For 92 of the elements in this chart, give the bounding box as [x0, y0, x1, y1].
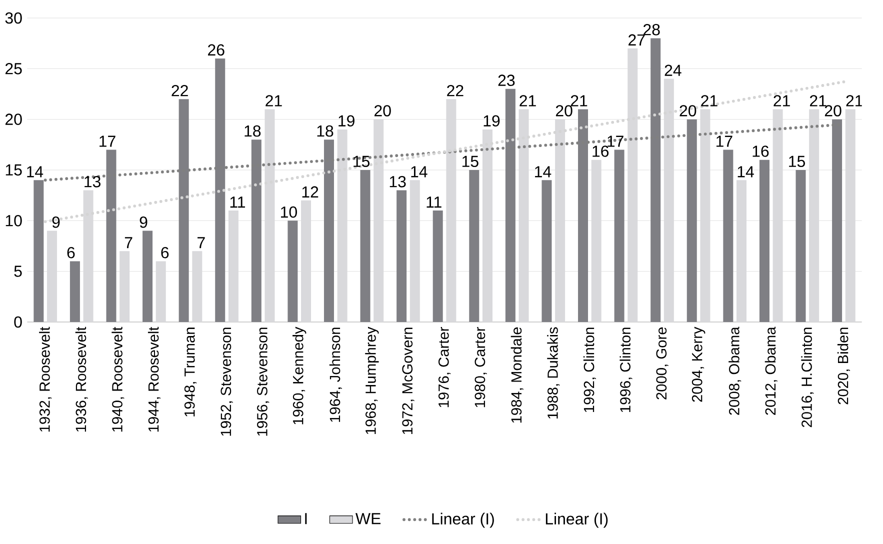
x-tick-label: 1952, Stevenson [220, 328, 233, 436]
x-tick-label: 1964, Johnson [329, 328, 342, 422]
data-label: 11 [230, 196, 245, 208]
data-label: 21 [846, 95, 862, 106]
data-label: 9 [52, 216, 60, 228]
data-label: 10 [281, 206, 297, 218]
x-tick-label: 1960, Kennedy [292, 326, 306, 424]
data-label: 16 [752, 146, 769, 157]
data-label: 9 [140, 216, 148, 228]
bar [542, 180, 552, 322]
data-label: 14 [535, 166, 552, 178]
x-tick-label: 2008, Obama [728, 326, 742, 415]
x-tick-label: 2000, Gore [656, 327, 668, 400]
data-label: 20 [680, 105, 696, 116]
data-label: 21 [266, 95, 282, 106]
data-label: 7 [124, 237, 132, 248]
data-label: 22 [447, 84, 464, 96]
data-label: 24 [664, 64, 682, 76]
x-tick-label: 2020, Biden [837, 328, 850, 404]
legend-label: WE [355, 513, 381, 524]
data-label: 6 [161, 246, 169, 258]
x-tick-label: 1936, Roosevelt [75, 326, 88, 432]
data-label: 7 [198, 237, 205, 248]
x-tick-label: 1948, Truman [184, 328, 197, 416]
x-tick-label: 1944, Roosevelt [148, 326, 160, 432]
x-tick-label: 1956, Stevenson [257, 328, 270, 436]
x-tick-label: 1992, Clinton [583, 328, 596, 412]
data-label: 19 [338, 115, 354, 127]
data-label: 19 [484, 115, 500, 127]
x-tick-label: 2012, Obama [764, 326, 778, 415]
data-label: 13 [390, 176, 406, 188]
bar [469, 170, 480, 322]
data-label: 13 [84, 176, 100, 188]
x-tick-label: 1968, Humphrey [365, 326, 379, 434]
data-label: 20 [824, 105, 842, 116]
y-tick-label: 25 [5, 63, 22, 74]
y-tick-label: 20 [5, 114, 22, 125]
y-tick-label: 15 [6, 164, 22, 176]
x-tick-label: 1980, Carter [474, 326, 487, 408]
x-tick-label: 1976, Carter [438, 326, 451, 408]
data-label: 15 [462, 156, 478, 168]
data-label: 20 [556, 105, 572, 116]
y-tick-label: 0 [14, 316, 22, 328]
y-tick-label: 10 [6, 215, 22, 226]
data-label: 21 [570, 95, 588, 106]
x-tick-label: 1984, Mondale [510, 327, 524, 423]
data-label: 21 [810, 95, 826, 106]
data-label: 28 [643, 24, 660, 36]
legend-label: I [305, 513, 307, 524]
data-label: 20 [374, 105, 391, 116]
y-tick-label: 30 [5, 12, 22, 24]
x-tick-label: 2004, Kerry [692, 326, 706, 402]
bar [288, 220, 298, 322]
data-label: 17 [716, 136, 732, 147]
y-tick-label: 5 [14, 266, 22, 277]
x-tick-label: 2016, H.Clinton [801, 328, 814, 428]
data-label: 23 [498, 74, 515, 86]
data-label: 21 [701, 95, 718, 106]
data-label: 18 [244, 125, 261, 137]
data-label: 26 [208, 44, 224, 56]
data-label: 18 [317, 125, 334, 137]
bar [759, 160, 770, 322]
data-label: 14 [26, 166, 44, 178]
data-label: 15 [789, 156, 805, 168]
x-tick-label: 1932, Roosevelt [39, 326, 52, 432]
bar [796, 170, 806, 322]
bar [396, 190, 407, 322]
bar [70, 261, 80, 322]
data-label: 21 [774, 95, 790, 106]
bar [614, 150, 624, 322]
x-tick-label: 1988, Dukakis [547, 327, 560, 419]
legend-label: Linear (I) [546, 512, 608, 528]
data-label: 17 [608, 136, 624, 147]
data-label: 11 [426, 196, 442, 208]
data-label: 22 [172, 84, 188, 96]
data-label: 6 [67, 246, 75, 258]
bar [723, 150, 734, 322]
x-tick-label: 1972, McGovern [402, 328, 414, 434]
data-label: 14 [411, 166, 428, 178]
bar [142, 230, 153, 322]
data-label: 12 [302, 186, 318, 198]
x-tick-label: 1940, Roosevelt [112, 326, 124, 432]
data-label: 15 [354, 156, 370, 168]
data-label: 16 [592, 146, 609, 157]
x-tick-label: 1996, Clinton [620, 328, 632, 412]
bar [360, 170, 370, 322]
data-label: 21 [520, 95, 536, 106]
legend-label: Linear (I) [432, 512, 494, 528]
data-label: 27 [628, 34, 645, 46]
bar [432, 210, 443, 322]
data-label: 14 [738, 166, 754, 178]
data-label: 17 [100, 136, 116, 147]
